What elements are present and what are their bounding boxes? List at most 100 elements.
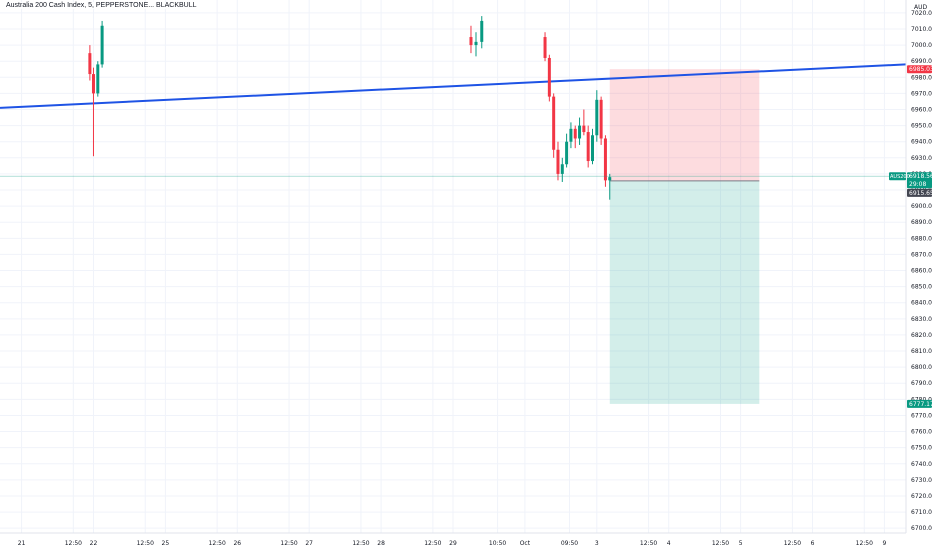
price-tick-label: 6740.00 <box>911 461 932 468</box>
price-tick-label: 6860.00 <box>911 268 932 275</box>
price-tick-label: 6780.00 <box>911 396 932 403</box>
time-tick-label: 9 <box>883 540 887 547</box>
countdown-label: 29:08 <box>909 181 926 188</box>
time-tick-label: 29 <box>449 540 457 547</box>
time-tick-label: 21 <box>18 540 26 547</box>
candle-body <box>573 128 577 139</box>
candle-body <box>578 125 582 139</box>
currency-label[interactable]: AUD <box>914 4 928 11</box>
last-price-label: 6918.56 <box>909 173 932 180</box>
time-tick-label: 12:50 <box>712 540 729 547</box>
time-tick-label: 22 <box>90 540 98 547</box>
candle-body <box>599 99 603 139</box>
stop-price-label: 6985.03 <box>909 66 932 73</box>
candle-body <box>582 125 586 133</box>
time-tick-label: 25 <box>162 540 170 547</box>
price-tick-label: 7000.00 <box>911 42 932 49</box>
symbol-tag: AUS200 <box>890 174 910 180</box>
price-tick-label: 6950.00 <box>911 123 932 130</box>
price-tick-label: 6970.00 <box>911 90 932 97</box>
last-price-label-bg <box>907 172 932 189</box>
candle-body <box>474 41 478 46</box>
price-tick-label: 6830.00 <box>911 316 932 323</box>
price-tick-label: 6880.00 <box>911 235 932 242</box>
time-tick-label: 6 <box>811 540 815 547</box>
chart-title: Australia 200 Cash Index, 5, PEPPERSTONE… <box>4 2 199 9</box>
price-tick-label: 6960.00 <box>911 106 932 113</box>
trendline[interactable] <box>0 63 907 109</box>
candle-body <box>590 135 594 162</box>
price-tick-label: 6700.00 <box>911 525 932 532</box>
candle-body <box>586 132 590 162</box>
target-price-label-bg <box>907 399 932 408</box>
stop-loss-zone <box>609 69 760 181</box>
candle-body <box>100 25 104 65</box>
candle-body <box>543 37 547 58</box>
time-tick-label: 10:50 <box>489 540 506 547</box>
price-tick-label: 6990.00 <box>911 58 932 65</box>
candle-body <box>552 96 556 150</box>
time-tick-label: 12:50 <box>640 540 657 547</box>
price-tick-label: 6890.00 <box>911 219 932 226</box>
price-tick-label: 6940.00 <box>911 139 932 146</box>
price-tick-label: 6840.00 <box>911 300 932 307</box>
candle-body <box>480 20 484 42</box>
price-tick-label: 6790.00 <box>911 380 932 387</box>
time-tick-label: 12:50 <box>280 540 297 547</box>
grid-layer <box>0 0 906 533</box>
candle-body <box>595 99 599 136</box>
price-tick-label: 6730.00 <box>911 477 932 484</box>
price-tick-label: 7010.00 <box>911 26 932 33</box>
time-tick-label: 5 <box>739 540 743 547</box>
stop-price-label-bg <box>907 65 932 74</box>
price-tick-label: 6850.00 <box>911 284 932 291</box>
price-tick-label: 6820.00 <box>911 332 932 339</box>
time-tick-label: 3 <box>595 540 599 547</box>
price-axis[interactable]: 7020.00 7010.00 7000.00 6990.00 6980.00 6970.… <box>905 0 932 533</box>
entry-price-label-bg <box>907 188 932 197</box>
entry-price-label: 6915.65 <box>909 190 932 197</box>
time-tick-label: 12:50 <box>137 540 154 547</box>
time-tick-label: 12:50 <box>784 540 801 547</box>
candle-body <box>469 37 473 46</box>
price-tick-label: 6900.00 <box>911 203 932 210</box>
candle-body <box>569 128 573 142</box>
price-tick-label: 6770.00 <box>911 412 932 419</box>
time-tick-label: 26 <box>233 540 241 547</box>
candle-body <box>560 164 564 174</box>
candle-body <box>608 177 612 181</box>
price-tick-label: 6810.00 <box>911 348 932 355</box>
candle-body <box>547 57 551 97</box>
time-tick-label: 4 <box>667 540 671 547</box>
time-axis[interactable]: 21 12:50 22 12:50 25 12:50 26 12:50 27 12:50 28 12:… <box>0 532 906 547</box>
price-tick-label: 7020.00 <box>911 10 932 17</box>
time-tick-label: 12:50 <box>424 540 441 547</box>
price-tick-label: 6980.00 <box>911 74 932 81</box>
price-tick-label: 6930.00 <box>911 155 932 162</box>
candle-body <box>88 53 92 75</box>
candle-body <box>565 141 569 165</box>
trendline-path <box>0 63 907 109</box>
time-tick-label: 12:50 <box>209 540 226 547</box>
time-tick-label: 28 <box>377 540 385 547</box>
time-tick-label: 12:50 <box>856 540 873 547</box>
price-tick-label: 6800.00 <box>911 364 932 371</box>
position-tool[interactable] <box>609 69 760 404</box>
time-tick-label: Oct <box>520 540 531 547</box>
candle-body <box>556 149 560 174</box>
time-tick-label: 12:50 <box>65 540 82 547</box>
candle-body <box>91 74 95 94</box>
price-tick-label: 6760.00 <box>911 429 932 436</box>
price-tick-label: 6750.00 <box>911 445 932 452</box>
candle-body <box>96 64 100 94</box>
candle-body <box>603 138 607 181</box>
price-tick-label: 6720.00 <box>911 493 932 500</box>
take-profit-zone <box>609 180 760 404</box>
time-tick-label: 12:50 <box>352 540 369 547</box>
time-tick-label: 27 <box>305 540 313 547</box>
price-tick-label: 6710.00 <box>911 509 932 516</box>
symbol-tag-bg <box>889 172 906 181</box>
